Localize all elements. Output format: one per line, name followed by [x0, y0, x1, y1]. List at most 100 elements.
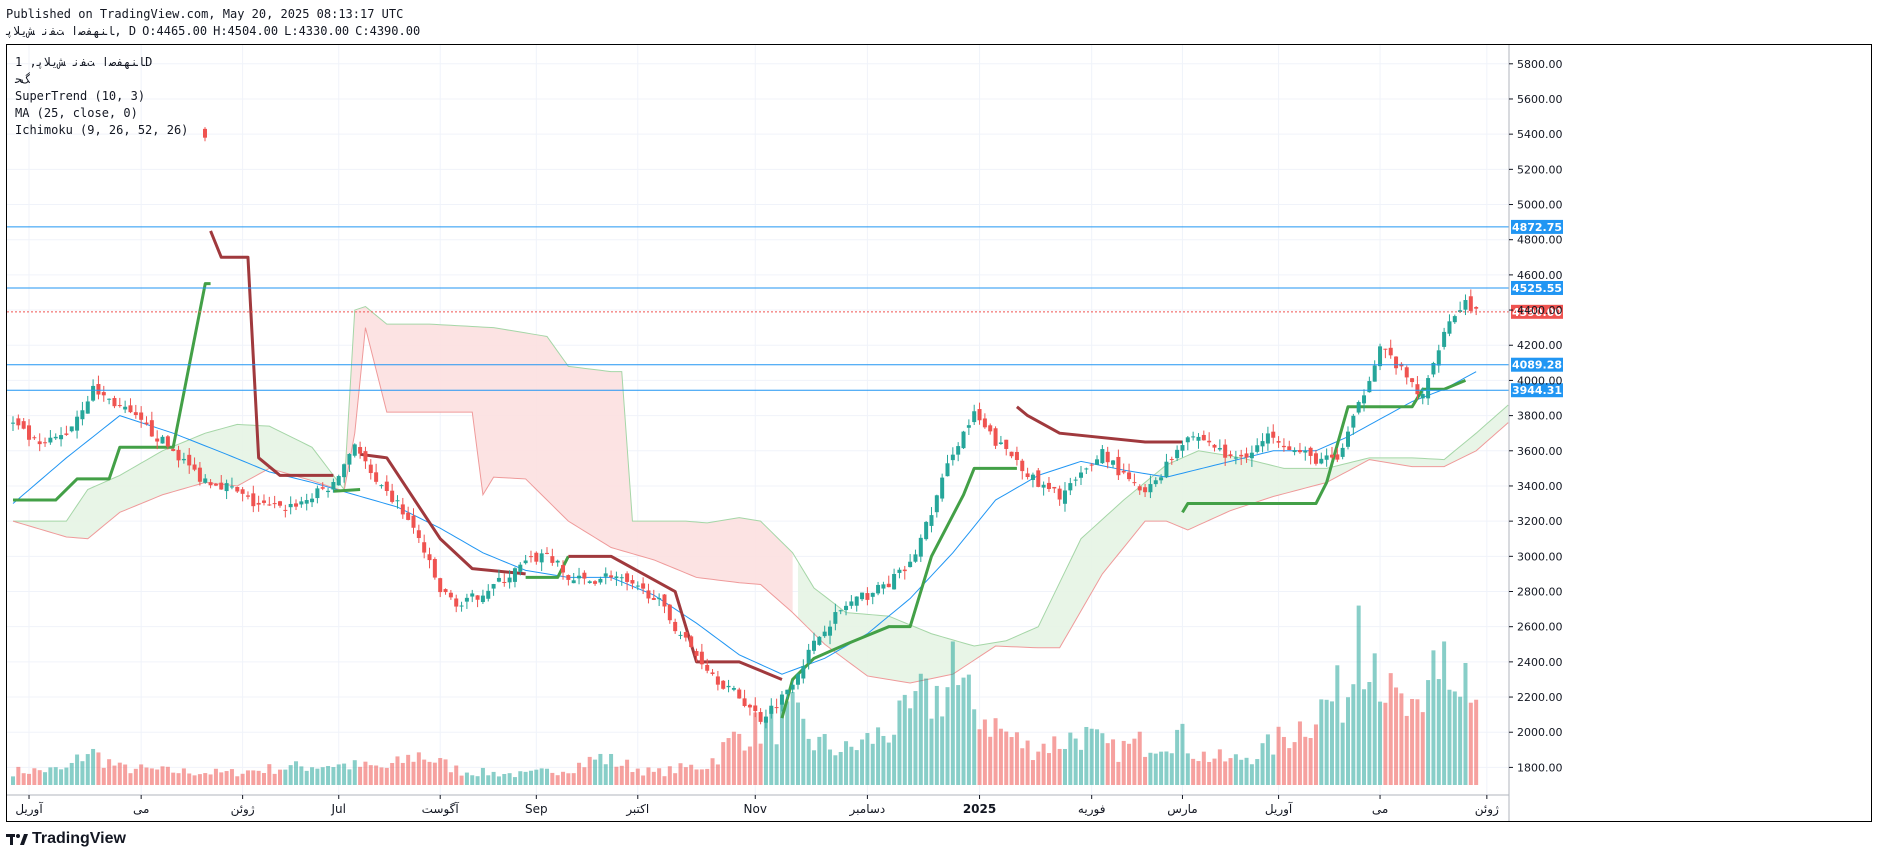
candle-body: [470, 593, 475, 597]
volume-bar: [844, 741, 849, 785]
volume-bar: [710, 758, 715, 785]
legend-symbol[interactable]: ﺎﻨﻬﻔﺻﺍ ﺖﻔﻧ ﺶﻳﻼﭘ, 1D: [15, 55, 153, 69]
candle-body: [721, 680, 726, 689]
volume-bar: [598, 753, 603, 785]
candle-body: [278, 501, 282, 506]
candle-body: [1265, 433, 1270, 444]
price-chart[interactable]: 4872.75 4525.55 4089.28 3944.31 4390.00 1800.…: [7, 45, 1871, 821]
volume-bar: [641, 775, 646, 785]
volume-bar: [1020, 748, 1025, 785]
candle-body: [37, 441, 42, 445]
volume-bar: [651, 771, 656, 785]
volume-bar: [667, 766, 672, 785]
candle-body: [1014, 451, 1019, 461]
volume-bar: [1415, 699, 1420, 785]
candle-body: [918, 537, 923, 557]
candle-body: [1244, 453, 1249, 458]
volume-bar: [59, 769, 64, 785]
volume-bar: [860, 739, 865, 785]
volume-bar: [1143, 756, 1148, 785]
volume-bar: [326, 766, 331, 785]
candle-body: [1281, 445, 1286, 448]
legend-ichimoku[interactable]: Ichimoku (9, 26, 52, 26): [15, 123, 189, 137]
volume-bar: [1436, 679, 1441, 785]
candle-body: [1420, 393, 1425, 399]
candle-body: [956, 446, 961, 455]
tradingview-footer[interactable]: TradingView: [6, 830, 126, 848]
candle-body: [1175, 449, 1180, 459]
volume-bar: [966, 674, 971, 785]
volume-bar: [149, 768, 154, 785]
candle-body: [85, 401, 90, 414]
candle-body: [165, 436, 170, 447]
chart-header: Published on TradingView.com, May 20, 20…: [6, 6, 420, 40]
volume-bar: [550, 772, 555, 785]
candle-body: [635, 585, 640, 587]
candle-body: [1217, 448, 1222, 450]
volume-bar: [528, 770, 533, 785]
legend-supertrend[interactable]: SuperTrend (10, 3): [15, 89, 146, 103]
candle-body: [149, 420, 154, 437]
candle-body: [1426, 378, 1431, 399]
candle-body: [886, 583, 891, 588]
candle-body: [1132, 482, 1137, 484]
price-tick-label: 5400.00: [1517, 128, 1563, 141]
volume-bar: [288, 765, 293, 785]
volume-bar: [443, 759, 448, 785]
volume-bar: [614, 766, 619, 785]
price-tick-label: 5800.00: [1517, 58, 1563, 71]
candle-body: [475, 595, 480, 600]
candle-body: [603, 573, 608, 577]
candle-body: [795, 674, 800, 685]
volume-bar: [630, 772, 635, 785]
chart-frame[interactable]: 4872.75 4525.55 4089.28 3944.31 4390.00 1800.…: [6, 44, 1872, 822]
volume-bar: [1095, 729, 1100, 785]
supertrend-line-up3: [525, 555, 570, 579]
candle-body: [1388, 347, 1393, 356]
candle-body: [528, 556, 533, 558]
price-tick-label: 2800.00: [1517, 586, 1563, 599]
candle-body: [662, 594, 667, 607]
volume-bar: [1100, 733, 1105, 785]
candle-body: [336, 476, 341, 486]
ichimoku-cloud: [797, 405, 1509, 683]
volume-bar: [1410, 698, 1415, 785]
volume-bar: [342, 763, 347, 785]
candle-body: [1062, 490, 1067, 504]
ohlc-line: ﺎﻨﻬﻔﺻﺍ ﺖﻔﻧ ﺶﻳﻼﭘ, D O:4465.00 H:4504.00 L…: [6, 23, 420, 40]
candle-body: [1436, 350, 1441, 366]
volume-bar: [251, 770, 256, 785]
volume-bar: [69, 762, 74, 785]
candle-body: [705, 664, 710, 671]
volume-bar: [299, 766, 304, 785]
time-tick-label: ژوئن: [231, 802, 255, 817]
volume-bar: [470, 775, 475, 785]
volume-bar: [203, 773, 208, 785]
volume-bar: [1458, 696, 1463, 785]
candle-body: [187, 454, 192, 466]
candle-body: [678, 634, 683, 636]
legend-ma[interactable]: MA (25, close, 0): [15, 106, 138, 120]
time-tick-label: ژوئن: [1475, 802, 1499, 817]
volume-bar: [1079, 749, 1083, 785]
volume-bar: [1030, 760, 1035, 785]
candle-body: [176, 449, 181, 461]
volume-bar: [1346, 697, 1350, 785]
level-label-bg: [1511, 383, 1563, 398]
candle-body: [587, 581, 592, 583]
volume-bar: [197, 774, 202, 785]
volume-bar: [689, 764, 694, 785]
volume-bar: [678, 763, 683, 785]
candle-body: [160, 436, 165, 444]
volume-bar: [283, 769, 288, 785]
volume-bar: [80, 761, 85, 785]
candle-body: [1340, 447, 1345, 457]
volume-bar: [838, 751, 843, 785]
candle-body: [625, 573, 630, 582]
candle-body: [502, 581, 507, 583]
volume-bar: [1463, 662, 1468, 785]
candle-body: [1191, 436, 1196, 438]
volume-bar: [908, 708, 913, 785]
volume-bar: [448, 772, 453, 785]
candle-body: [363, 451, 368, 462]
